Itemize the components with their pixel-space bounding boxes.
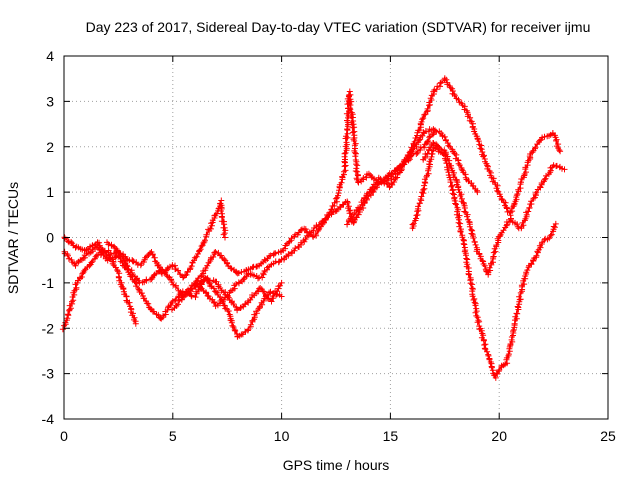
y-tick-label: 2 [46,139,54,155]
y-axis-label: SDTVAR / TECUs [5,182,21,294]
y-tick-label: 0 [46,230,54,246]
y-tick-label: 4 [46,48,54,64]
series-markers [192,88,481,310]
x-tick-label: 20 [491,428,507,444]
y-tick-label: -3 [42,366,55,382]
tick-label-layer: 0 5 10 15 20 25 -4 -3 -2 -1 0 1 2 3 4 [42,48,616,444]
x-tick-label: 15 [383,428,399,444]
series-markers [409,142,559,381]
tick-layer [63,55,609,420]
y-tick-label: 1 [46,184,54,200]
series-markers [420,140,568,278]
grid-layer [64,56,608,419]
y-tick-label: 3 [46,93,54,109]
series-satellite-track-7 [344,75,564,228]
series-satellite-track-6 [192,88,481,310]
x-tick-label: 0 [60,428,68,444]
series-markers [344,75,564,228]
series-markers [59,247,139,333]
x-tick-label: 25 [600,428,616,444]
x-axis-label: GPS time / hours [283,457,390,473]
x-tick-label: 5 [169,428,177,444]
y-tick-label: -2 [42,320,55,336]
series-layer [59,75,568,381]
chart-title: Day 223 of 2017, Sidereal Day-to-day VTE… [86,19,591,35]
x-tick-label: 10 [274,428,290,444]
y-tick-label: -1 [42,275,55,291]
series-satellite-track-1 [59,247,139,333]
series-satellite-track-9 [420,140,568,278]
y-tick-label: -4 [42,411,55,427]
